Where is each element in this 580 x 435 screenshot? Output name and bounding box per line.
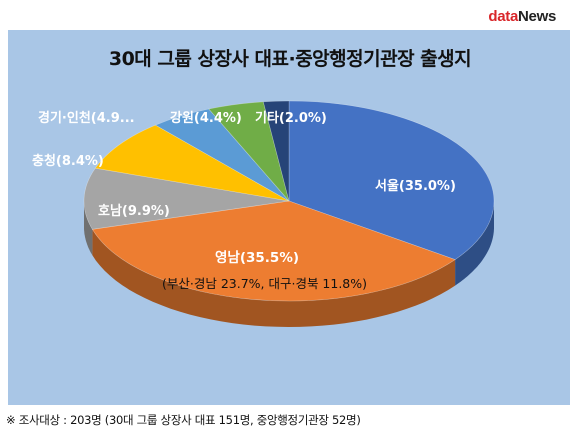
slice-label-영남: 영남(35.5%) <box>215 249 299 266</box>
slice-label-충청: 충청(8.4%) <box>32 153 104 169</box>
datanews-logo: dataNews <box>488 8 556 25</box>
pie-slice-충청 <box>94 124 290 202</box>
survey-footnote: ※ 조사대상 : 203명 (30대 그룹 상장사 대표 151명, 중앙행정기… <box>6 413 361 427</box>
slice-label-호남: 호남(9.9%) <box>98 203 170 219</box>
pie-slice-기타 <box>262 100 290 202</box>
pie-slice-호남 <box>83 167 290 230</box>
pie-side-영남 <box>92 229 456 327</box>
pie-side-호남 <box>84 201 93 256</box>
slice-label-경기인천: 경기·인천(4.9... <box>38 110 135 126</box>
slice-label-강원: 강원(4.4%) <box>170 110 242 126</box>
pie-side-서울 <box>455 201 494 286</box>
chart-title: 30대 그룹 상장사 대표·중앙행정기관장 출생지 <box>108 48 472 70</box>
slice-label-서울: 서울(35.0%) <box>375 178 456 194</box>
pie-slice-서울 <box>288 100 495 260</box>
pie-slice-강원 <box>208 101 290 202</box>
pie-slice-경기인천 <box>154 108 290 202</box>
slice-label-기타: 기타(2.0%) <box>255 110 327 126</box>
pie-slice-영남 <box>91 200 456 302</box>
slice-sublabel-영남: (부산·경남 23.7%, 대구·경북 11.8%) <box>162 276 367 291</box>
